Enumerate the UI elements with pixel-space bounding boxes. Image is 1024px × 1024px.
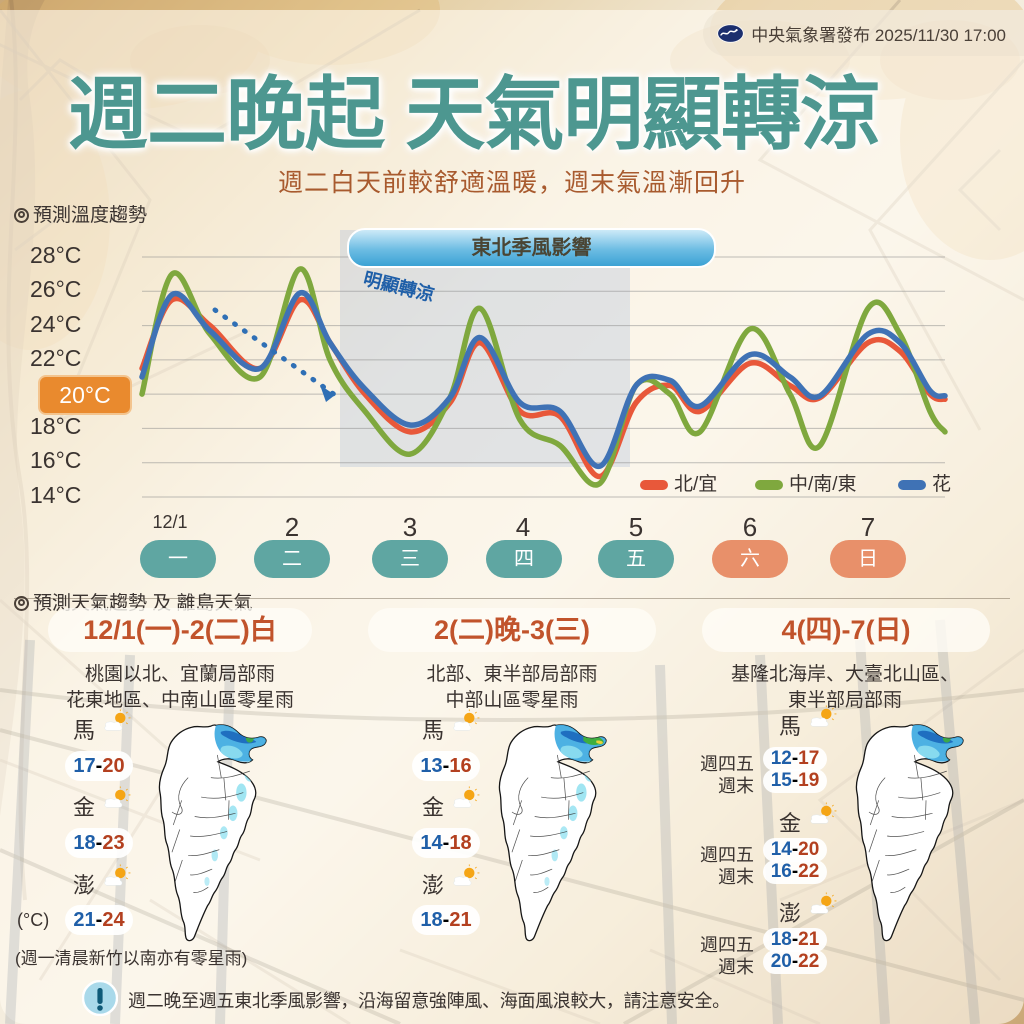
svg-text:中/南/東: 中/南/東 [789, 473, 857, 495]
svg-text:花: 花 [932, 473, 951, 495]
svg-text:北/宜: 北/宜 [674, 473, 717, 495]
